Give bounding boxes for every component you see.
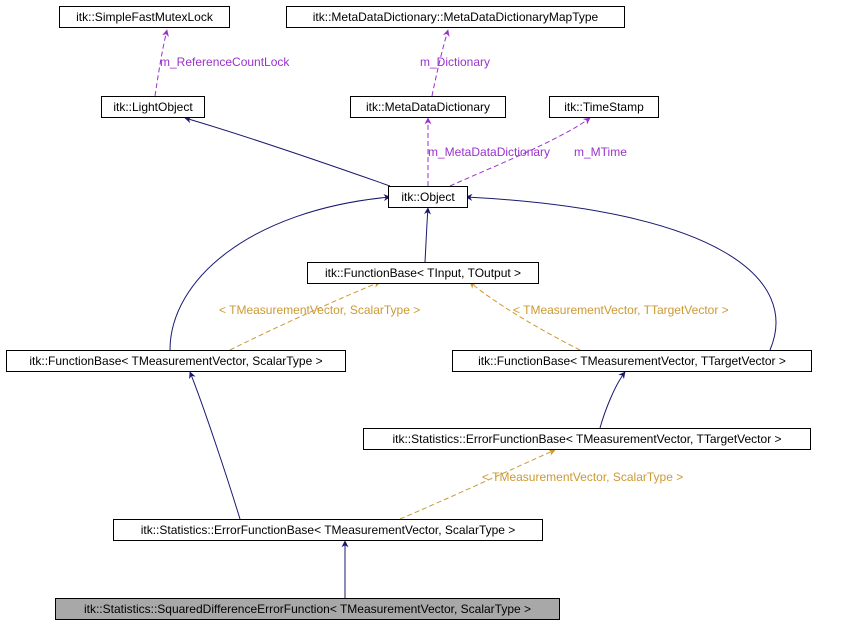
edge-inherit — [425, 208, 428, 262]
edge-label: m_ReferenceCountLock — [160, 55, 289, 69]
class-node[interactable]: itk::Statistics::SquaredDifferenceErrorF… — [55, 598, 560, 620]
class-node[interactable]: itk::MetaDataDictionary::MetaDataDiction… — [286, 6, 625, 28]
class-node[interactable]: itk::LightObject — [101, 96, 205, 118]
diagram-canvas: itk::SimpleFastMutexLockitk::MetaDataDic… — [0, 0, 843, 632]
class-node[interactable]: itk::SimpleFastMutexLock — [59, 6, 230, 28]
class-node[interactable]: itk::Statistics::ErrorFunctionBase< TMea… — [113, 519, 543, 541]
edge-label: < TMeasurementVector, ScalarType > — [482, 470, 683, 484]
class-node[interactable]: itk::Statistics::ErrorFunctionBase< TMea… — [363, 428, 811, 450]
edge-inherit — [185, 118, 390, 186]
class-node[interactable]: itk::TimeStamp — [549, 96, 659, 118]
edge-label: < TMeasurementVector, ScalarType > — [219, 303, 420, 317]
edge-label: < TMeasurementVector, TTargetVector > — [513, 303, 729, 317]
edge-label: m_Dictionary — [420, 55, 490, 69]
class-node[interactable]: itk::Object — [388, 186, 468, 208]
class-node[interactable]: itk::FunctionBase< TMeasurementVector, T… — [452, 350, 812, 372]
edge-label: m_MetaDataDictionary — [428, 145, 550, 159]
class-node[interactable]: itk::MetaDataDictionary — [350, 96, 506, 118]
edge-inherit — [600, 372, 625, 428]
edge-label: m_MTime — [574, 145, 627, 159]
edge-inherit — [190, 372, 240, 519]
class-node[interactable]: itk::FunctionBase< TInput, TOutput > — [307, 262, 539, 284]
edge-template — [400, 450, 555, 519]
class-node[interactable]: itk::FunctionBase< TMeasurementVector, S… — [6, 350, 346, 372]
